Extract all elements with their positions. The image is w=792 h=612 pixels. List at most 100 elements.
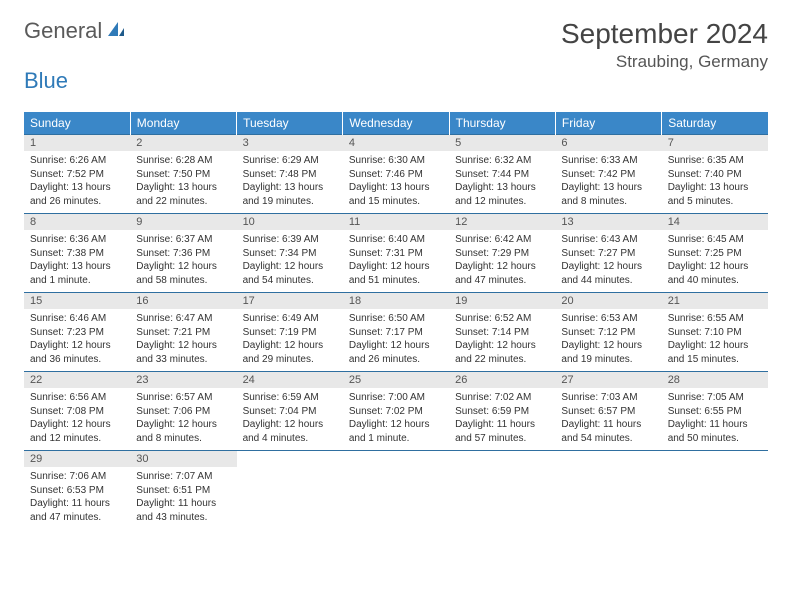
day-details: Sunrise: 6:56 AMSunset: 7:08 PMDaylight:… [24,388,130,450]
day-details: Sunrise: 6:55 AMSunset: 7:10 PMDaylight:… [662,309,768,371]
day-number: 12 [449,214,555,230]
title-block: September 2024 Straubing, Germany [561,18,768,72]
month-title: September 2024 [561,18,768,50]
day-number: 5 [449,135,555,151]
day-details: Sunrise: 6:49 AMSunset: 7:19 PMDaylight:… [237,309,343,371]
day-number: 19 [449,293,555,309]
calendar-week-row: 1Sunrise: 6:26 AMSunset: 7:52 PMDaylight… [24,135,768,214]
day-details: Sunrise: 6:52 AMSunset: 7:14 PMDaylight:… [449,309,555,371]
day-number: 21 [662,293,768,309]
day-number: 28 [662,372,768,388]
day-number: 14 [662,214,768,230]
calendar-day-cell: 26Sunrise: 7:02 AMSunset: 6:59 PMDayligh… [449,372,555,451]
calendar-header-row: SundayMondayTuesdayWednesdayThursdayFrid… [24,112,768,135]
calendar-day-cell: 28Sunrise: 7:05 AMSunset: 6:55 PMDayligh… [662,372,768,451]
day-number: 15 [24,293,130,309]
calendar-day-cell: 8Sunrise: 6:36 AMSunset: 7:38 PMDaylight… [24,214,130,293]
day-number: 16 [130,293,236,309]
calendar-day-cell: 9Sunrise: 6:37 AMSunset: 7:36 PMDaylight… [130,214,236,293]
calendar-day-cell: 10Sunrise: 6:39 AMSunset: 7:34 PMDayligh… [237,214,343,293]
calendar-day-cell: 30Sunrise: 7:07 AMSunset: 6:51 PMDayligh… [130,451,236,530]
weekday-header: Monday [130,112,236,135]
calendar-table: SundayMondayTuesdayWednesdayThursdayFrid… [24,112,768,529]
day-number: 8 [24,214,130,230]
calendar-body: 1Sunrise: 6:26 AMSunset: 7:52 PMDaylight… [24,135,768,530]
header: General September 2024 Straubing, German… [24,18,768,72]
weekday-header: Thursday [449,112,555,135]
day-number: 24 [237,372,343,388]
day-number: 26 [449,372,555,388]
calendar-day-cell: 27Sunrise: 7:03 AMSunset: 6:57 PMDayligh… [555,372,661,451]
day-details: Sunrise: 7:00 AMSunset: 7:02 PMDaylight:… [343,388,449,450]
weekday-header: Saturday [662,112,768,135]
day-details: Sunrise: 6:33 AMSunset: 7:42 PMDaylight:… [555,151,661,213]
calendar-day-cell: 13Sunrise: 6:43 AMSunset: 7:27 PMDayligh… [555,214,661,293]
day-details: Sunrise: 6:32 AMSunset: 7:44 PMDaylight:… [449,151,555,213]
day-number: 23 [130,372,236,388]
day-number: 9 [130,214,236,230]
weekday-header: Tuesday [237,112,343,135]
day-details: Sunrise: 6:53 AMSunset: 7:12 PMDaylight:… [555,309,661,371]
logo-word1: General [24,18,102,44]
calendar-day-cell: 19Sunrise: 6:52 AMSunset: 7:14 PMDayligh… [449,293,555,372]
day-details: Sunrise: 7:05 AMSunset: 6:55 PMDaylight:… [662,388,768,450]
calendar-day-cell [343,451,449,530]
day-number: 10 [237,214,343,230]
calendar-week-row: 29Sunrise: 7:06 AMSunset: 6:53 PMDayligh… [24,451,768,530]
day-details: Sunrise: 6:50 AMSunset: 7:17 PMDaylight:… [343,309,449,371]
calendar-week-row: 15Sunrise: 6:46 AMSunset: 7:23 PMDayligh… [24,293,768,372]
day-details: Sunrise: 6:40 AMSunset: 7:31 PMDaylight:… [343,230,449,292]
calendar-day-cell [237,451,343,530]
calendar-week-row: 8Sunrise: 6:36 AMSunset: 7:38 PMDaylight… [24,214,768,293]
calendar-day-cell: 25Sunrise: 7:00 AMSunset: 7:02 PMDayligh… [343,372,449,451]
day-details: Sunrise: 6:39 AMSunset: 7:34 PMDaylight:… [237,230,343,292]
calendar-day-cell: 7Sunrise: 6:35 AMSunset: 7:40 PMDaylight… [662,135,768,214]
day-number: 13 [555,214,661,230]
logo-word2: Blue [24,68,68,93]
day-number: 7 [662,135,768,151]
day-details: Sunrise: 7:02 AMSunset: 6:59 PMDaylight:… [449,388,555,450]
day-details: Sunrise: 6:26 AMSunset: 7:52 PMDaylight:… [24,151,130,213]
day-details: Sunrise: 6:43 AMSunset: 7:27 PMDaylight:… [555,230,661,292]
calendar-day-cell: 18Sunrise: 6:50 AMSunset: 7:17 PMDayligh… [343,293,449,372]
day-number: 25 [343,372,449,388]
calendar-day-cell: 5Sunrise: 6:32 AMSunset: 7:44 PMDaylight… [449,135,555,214]
day-number: 1 [24,135,130,151]
calendar-day-cell: 11Sunrise: 6:40 AMSunset: 7:31 PMDayligh… [343,214,449,293]
day-details: Sunrise: 6:45 AMSunset: 7:25 PMDaylight:… [662,230,768,292]
logo-sail-icon [106,20,126,43]
day-number: 27 [555,372,661,388]
day-number: 11 [343,214,449,230]
calendar-day-cell: 15Sunrise: 6:46 AMSunset: 7:23 PMDayligh… [24,293,130,372]
day-number: 18 [343,293,449,309]
calendar-day-cell [555,451,661,530]
calendar-day-cell [662,451,768,530]
day-details: Sunrise: 7:07 AMSunset: 6:51 PMDaylight:… [130,467,236,529]
calendar-day-cell: 12Sunrise: 6:42 AMSunset: 7:29 PMDayligh… [449,214,555,293]
calendar-day-cell: 17Sunrise: 6:49 AMSunset: 7:19 PMDayligh… [237,293,343,372]
day-number: 17 [237,293,343,309]
day-details: Sunrise: 6:42 AMSunset: 7:29 PMDaylight:… [449,230,555,292]
day-number: 20 [555,293,661,309]
day-details: Sunrise: 6:57 AMSunset: 7:06 PMDaylight:… [130,388,236,450]
calendar-day-cell: 6Sunrise: 6:33 AMSunset: 7:42 PMDaylight… [555,135,661,214]
weekday-header: Friday [555,112,661,135]
logo: General [24,18,128,44]
day-details: Sunrise: 6:36 AMSunset: 7:38 PMDaylight:… [24,230,130,292]
weekday-header: Wednesday [343,112,449,135]
calendar-week-row: 22Sunrise: 6:56 AMSunset: 7:08 PMDayligh… [24,372,768,451]
day-details: Sunrise: 6:46 AMSunset: 7:23 PMDaylight:… [24,309,130,371]
day-details: Sunrise: 6:59 AMSunset: 7:04 PMDaylight:… [237,388,343,450]
day-details: Sunrise: 6:28 AMSunset: 7:50 PMDaylight:… [130,151,236,213]
day-number: 22 [24,372,130,388]
day-details: Sunrise: 7:06 AMSunset: 6:53 PMDaylight:… [24,467,130,529]
day-number: 3 [237,135,343,151]
calendar-day-cell: 20Sunrise: 6:53 AMSunset: 7:12 PMDayligh… [555,293,661,372]
weekday-header: Sunday [24,112,130,135]
calendar-day-cell: 1Sunrise: 6:26 AMSunset: 7:52 PMDaylight… [24,135,130,214]
calendar-day-cell: 23Sunrise: 6:57 AMSunset: 7:06 PMDayligh… [130,372,236,451]
day-details: Sunrise: 6:47 AMSunset: 7:21 PMDaylight:… [130,309,236,371]
calendar-day-cell [449,451,555,530]
calendar-day-cell: 14Sunrise: 6:45 AMSunset: 7:25 PMDayligh… [662,214,768,293]
day-number: 4 [343,135,449,151]
